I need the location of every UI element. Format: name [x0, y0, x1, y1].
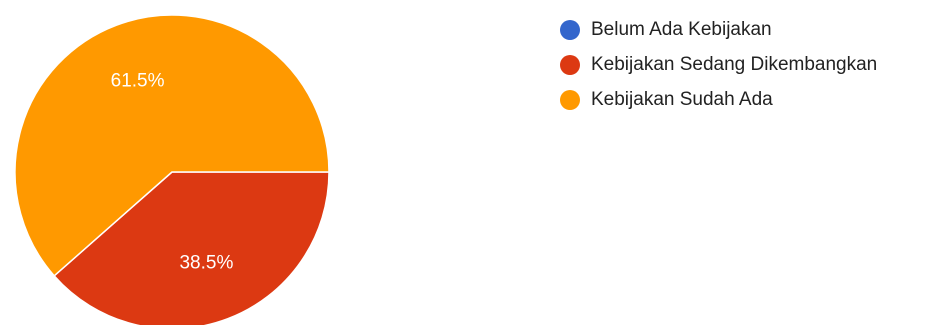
legend-item-kebijakan-sedang-dikembangkan[interactable]: Kebijakan Sedang Dikembangkan	[560, 47, 877, 82]
legend-swatch	[560, 19, 580, 40]
legend-swatch	[560, 54, 580, 75]
legend-label: Belum Ada Kebijakan	[591, 18, 772, 40]
legend-item-kebijakan-sudah-ada[interactable]: Kebijakan Sudah Ada	[560, 82, 877, 117]
legend-label: Kebijakan Sedang Dikembangkan	[591, 53, 878, 75]
slice-label-1: 38.5%	[179, 253, 233, 274]
slice-label-2: 61.5%	[111, 70, 165, 91]
legend-swatch	[560, 89, 580, 110]
pie-slice-1[interactable]	[53, 171, 330, 325]
legend-label: Kebijakan Sudah Ada	[591, 88, 773, 110]
legend-item-belum-ada-kebijakan[interactable]: Belum Ada Kebijakan	[560, 12, 877, 47]
pie-slice-2[interactable]	[14, 14, 330, 277]
legend: Belum Ada Kebijakan Kebijakan Sedang Dik…	[560, 12, 877, 117]
